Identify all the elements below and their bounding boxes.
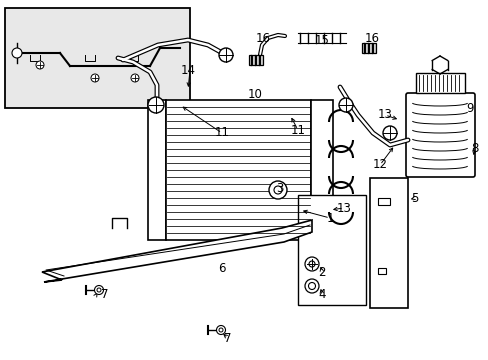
Circle shape — [148, 97, 163, 113]
Bar — [369, 178, 407, 308]
Circle shape — [273, 186, 282, 194]
Text: 1: 1 — [325, 211, 333, 225]
Circle shape — [12, 48, 22, 58]
Circle shape — [305, 279, 318, 293]
Bar — [297, 195, 365, 305]
Text: 4: 4 — [318, 288, 325, 301]
Text: 15: 15 — [314, 33, 329, 46]
Bar — [361, 43, 375, 53]
Text: 12: 12 — [372, 158, 386, 171]
Text: 2: 2 — [318, 266, 325, 279]
Circle shape — [308, 261, 314, 267]
Circle shape — [91, 74, 99, 82]
Text: 5: 5 — [410, 192, 418, 204]
Circle shape — [36, 61, 44, 69]
Text: 8: 8 — [470, 141, 478, 154]
Circle shape — [216, 325, 225, 334]
Text: 9: 9 — [465, 102, 473, 114]
Text: 16: 16 — [255, 31, 270, 45]
Bar — [377, 268, 385, 274]
Circle shape — [305, 257, 318, 271]
FancyBboxPatch shape — [405, 93, 474, 177]
Bar — [148, 100, 165, 240]
Text: 11: 11 — [214, 126, 229, 139]
Bar — [415, 73, 464, 93]
Circle shape — [219, 328, 223, 332]
Circle shape — [97, 288, 101, 292]
Circle shape — [382, 126, 396, 140]
Text: 13: 13 — [336, 202, 351, 215]
Circle shape — [338, 98, 352, 112]
Circle shape — [219, 48, 232, 62]
Text: 11: 11 — [290, 123, 305, 136]
Text: 13: 13 — [377, 108, 392, 122]
Text: 7: 7 — [101, 288, 108, 302]
Text: 7: 7 — [224, 332, 231, 345]
Circle shape — [94, 285, 103, 294]
Text: 6: 6 — [218, 261, 225, 274]
Bar — [248, 55, 263, 65]
Circle shape — [131, 74, 139, 82]
Text: 16: 16 — [364, 31, 379, 45]
Bar — [310, 100, 332, 240]
Text: 3: 3 — [276, 181, 283, 194]
Bar — [5, 8, 190, 108]
Polygon shape — [42, 220, 311, 282]
Circle shape — [308, 283, 315, 289]
Bar — [377, 198, 389, 205]
Bar — [165, 100, 310, 240]
Text: 14: 14 — [180, 63, 195, 77]
Circle shape — [268, 181, 286, 199]
Text: 10: 10 — [247, 89, 262, 102]
